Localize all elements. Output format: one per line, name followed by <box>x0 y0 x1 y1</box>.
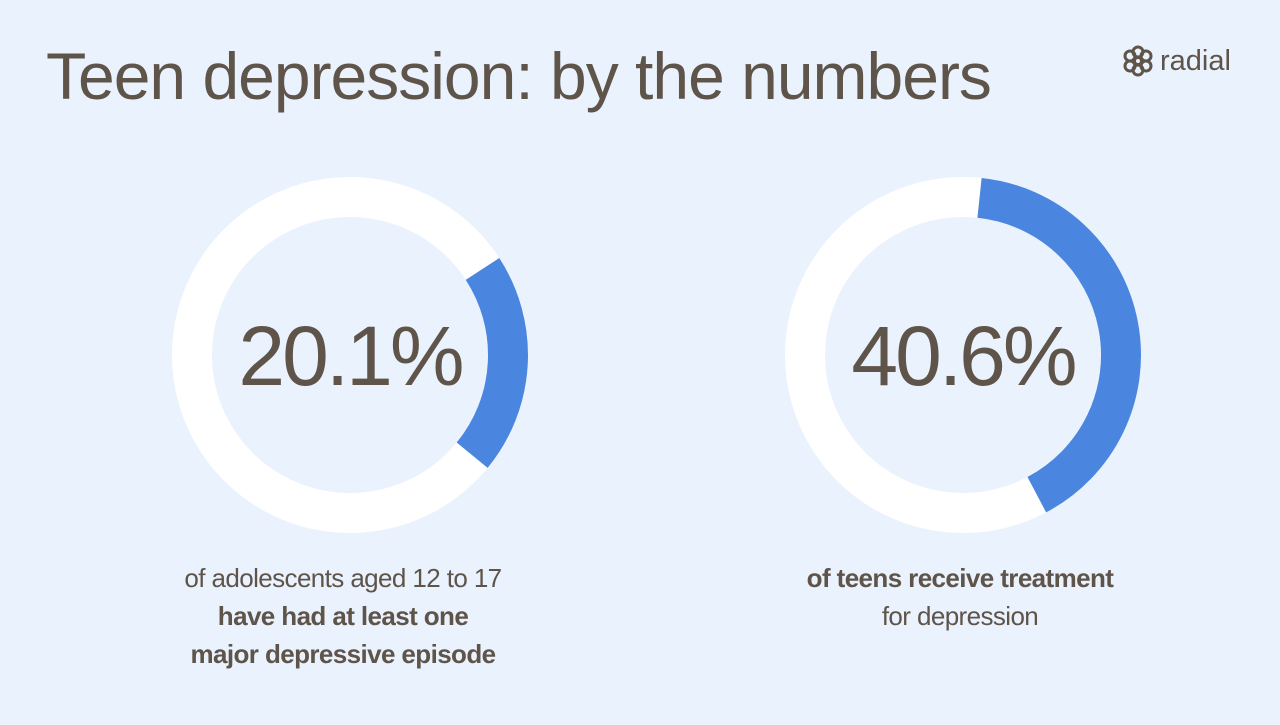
value-label: 40.6% <box>851 309 1074 403</box>
donut-arc <box>977 177 1141 513</box>
caption-line: major depressive episode <box>191 639 496 669</box>
caption-line: of teens receive treatment <box>807 563 1115 593</box>
caption-line: for depression <box>882 601 1038 631</box>
logo-text: radial <box>1160 45 1231 77</box>
title: Teen depression: by the numbers <box>46 39 991 113</box>
caption-line: of adolescents aged 12 to 17 <box>184 563 501 593</box>
logo-icon <box>1123 45 1153 77</box>
value-label: 20.1% <box>238 309 461 403</box>
donut-arc <box>456 258 528 468</box>
caption-line: have had at least one <box>218 601 469 631</box>
